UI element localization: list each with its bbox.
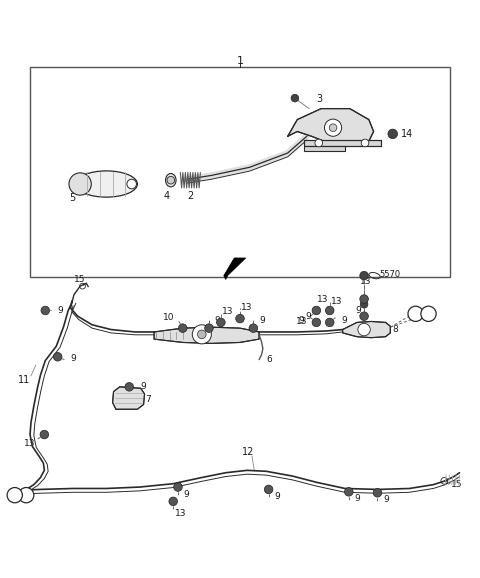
Circle shape bbox=[174, 483, 182, 491]
Text: 9: 9 bbox=[275, 492, 280, 501]
Text: 8: 8 bbox=[393, 325, 398, 334]
Text: 9: 9 bbox=[57, 306, 63, 315]
Polygon shape bbox=[304, 140, 381, 146]
Text: 1: 1 bbox=[237, 57, 243, 66]
Text: 9: 9 bbox=[259, 317, 265, 325]
Circle shape bbox=[421, 306, 436, 321]
Text: 3: 3 bbox=[316, 94, 323, 104]
Text: 14: 14 bbox=[401, 129, 414, 139]
Text: 5570: 5570 bbox=[379, 270, 400, 279]
Polygon shape bbox=[304, 146, 345, 151]
Circle shape bbox=[360, 312, 368, 320]
Text: A: A bbox=[426, 309, 431, 318]
Text: B: B bbox=[12, 491, 17, 499]
Circle shape bbox=[312, 306, 321, 315]
Text: 13: 13 bbox=[222, 307, 234, 316]
Circle shape bbox=[360, 301, 368, 308]
Circle shape bbox=[329, 124, 337, 132]
Text: 13: 13 bbox=[360, 277, 372, 286]
Circle shape bbox=[408, 306, 423, 321]
Text: 2: 2 bbox=[188, 191, 194, 201]
Text: 13: 13 bbox=[331, 297, 343, 306]
Circle shape bbox=[41, 306, 49, 315]
Text: 13: 13 bbox=[317, 295, 329, 304]
Circle shape bbox=[358, 323, 370, 336]
Text: 13: 13 bbox=[241, 303, 253, 312]
Text: 9: 9 bbox=[355, 494, 360, 503]
Circle shape bbox=[53, 353, 62, 361]
Circle shape bbox=[360, 271, 368, 280]
Ellipse shape bbox=[75, 171, 137, 197]
Circle shape bbox=[216, 318, 225, 327]
Text: 15: 15 bbox=[451, 480, 462, 489]
Circle shape bbox=[19, 487, 34, 503]
Circle shape bbox=[388, 129, 397, 139]
Text: 7: 7 bbox=[145, 395, 151, 404]
Circle shape bbox=[325, 306, 334, 315]
Text: 9: 9 bbox=[70, 354, 76, 363]
Circle shape bbox=[125, 383, 133, 391]
Text: 10: 10 bbox=[163, 313, 174, 322]
Circle shape bbox=[169, 497, 178, 506]
Ellipse shape bbox=[166, 173, 176, 187]
Text: 4: 4 bbox=[164, 191, 170, 201]
Circle shape bbox=[192, 325, 211, 344]
Text: B: B bbox=[413, 309, 418, 318]
Text: 9: 9 bbox=[141, 382, 146, 391]
Text: 9: 9 bbox=[184, 490, 190, 499]
Bar bbox=[30, 67, 450, 277]
Text: 13: 13 bbox=[175, 509, 186, 518]
Text: 11: 11 bbox=[18, 375, 30, 385]
Text: 9: 9 bbox=[306, 312, 312, 321]
Circle shape bbox=[345, 487, 353, 496]
Text: 12: 12 bbox=[242, 447, 255, 457]
Text: 15: 15 bbox=[74, 275, 85, 284]
Circle shape bbox=[40, 430, 48, 439]
Polygon shape bbox=[343, 321, 390, 338]
Circle shape bbox=[324, 119, 342, 136]
Text: 9: 9 bbox=[383, 495, 389, 505]
Circle shape bbox=[264, 485, 273, 494]
Text: 9: 9 bbox=[356, 306, 361, 316]
Text: 13: 13 bbox=[24, 439, 36, 447]
Circle shape bbox=[204, 324, 213, 332]
Text: 9: 9 bbox=[215, 317, 220, 325]
Circle shape bbox=[179, 324, 187, 332]
Circle shape bbox=[360, 295, 368, 303]
Circle shape bbox=[315, 139, 323, 147]
Circle shape bbox=[69, 173, 91, 195]
Text: A: A bbox=[24, 491, 29, 499]
Circle shape bbox=[167, 176, 175, 184]
Circle shape bbox=[127, 179, 136, 189]
Circle shape bbox=[312, 318, 321, 327]
Polygon shape bbox=[154, 327, 259, 343]
Circle shape bbox=[291, 94, 299, 102]
Circle shape bbox=[361, 139, 369, 147]
Circle shape bbox=[7, 487, 23, 503]
Circle shape bbox=[198, 330, 206, 339]
Circle shape bbox=[373, 488, 382, 497]
Text: 6: 6 bbox=[266, 355, 272, 364]
Polygon shape bbox=[224, 258, 246, 279]
Circle shape bbox=[249, 324, 258, 332]
Text: 13: 13 bbox=[296, 317, 307, 326]
Circle shape bbox=[325, 318, 334, 327]
Text: 9: 9 bbox=[341, 316, 347, 324]
Polygon shape bbox=[288, 109, 373, 146]
Text: 5: 5 bbox=[70, 193, 76, 203]
Circle shape bbox=[236, 314, 244, 323]
Text: 9: 9 bbox=[299, 316, 304, 324]
Polygon shape bbox=[113, 387, 144, 409]
